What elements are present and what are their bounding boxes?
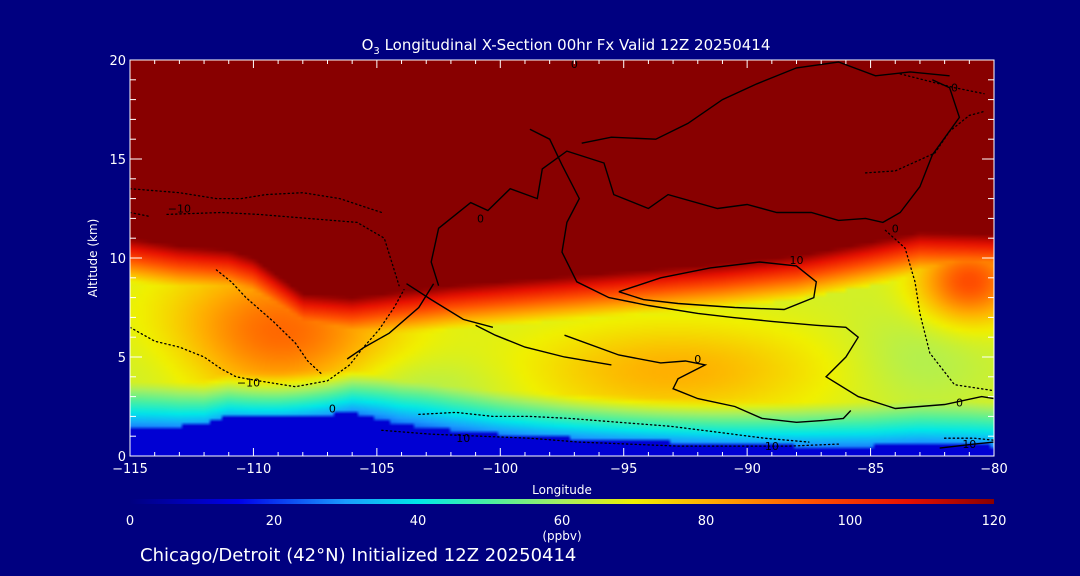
contour-label: 0 (956, 397, 963, 410)
x-tick-label: −80 (980, 462, 1007, 477)
contour-label: 0 (477, 212, 484, 225)
colorbar-ticks: 0 20 40 60 80 100 120 (126, 514, 1007, 529)
contour-lines (130, 61, 994, 449)
y-tick-label: 0 (118, 450, 126, 465)
contour-line (418, 411, 810, 443)
colorbar (130, 499, 994, 504)
contour-line (864, 110, 985, 174)
contour-line (406, 283, 494, 328)
ozone-heatmap-field (130, 60, 994, 456)
y-axis: 0 5 10 15 20 (109, 54, 994, 465)
colorbar-tick-label: 60 (554, 514, 571, 529)
contour-label: 10 (765, 440, 779, 453)
heatmap-plot-area: −10 −10 0 0 0 10 0 0 0 0 10 10 10 (130, 58, 994, 456)
x-tick-label: −100 (482, 462, 518, 477)
contour-line (618, 261, 818, 311)
y-tick-label: 10 (109, 252, 126, 267)
contour-line (215, 269, 324, 376)
chart-title: O3 Longitudinal X-Section 00hr Fx Valid … (362, 36, 771, 57)
x-tick-label: −85 (857, 462, 884, 477)
x-tick-label: −95 (610, 462, 637, 477)
contour-label: 0 (694, 353, 701, 366)
colorbar-tick-label: 80 (698, 514, 715, 529)
contour-line (346, 283, 435, 360)
colorbar-tick-label: 20 (266, 514, 283, 529)
contour-line (130, 188, 383, 214)
x-tick-label: −115 (112, 462, 148, 477)
contour-label: 10 (790, 254, 804, 267)
y-tick-label: 5 (118, 351, 126, 366)
y-axis-label: Altitude (km) (86, 219, 100, 298)
contour-label: 0 (892, 222, 899, 235)
contour-line (529, 128, 994, 410)
chart-title-o: O (362, 36, 374, 54)
contour-label: 10 (962, 438, 976, 451)
chart-title-text: Longitudinal X-Section 00hr Fx Valid 12Z… (380, 36, 771, 54)
colorbar-tick-label: 100 (838, 514, 863, 529)
contour-line (899, 73, 985, 95)
contour-line (130, 211, 151, 218)
contour-line (943, 437, 994, 441)
y-tick-label: 20 (109, 54, 126, 69)
footer-caption: Chicago/Detroit (42°N) Initialized 12Z 2… (140, 545, 576, 566)
x-tick-label: −110 (236, 462, 272, 477)
y-tick-label: 15 (109, 153, 126, 168)
x-tick-label: −105 (359, 462, 395, 477)
contour-line (430, 79, 961, 286)
contour-line (381, 429, 840, 447)
chart-title-subscript: 3 (373, 46, 379, 57)
colorbar-unit-label: (ppbv) (542, 529, 581, 543)
colorbar-tick-label: 0 (126, 514, 134, 529)
contour-line (939, 441, 994, 449)
contour-label: 0 (571, 58, 578, 71)
contour-label: 0 (329, 402, 336, 415)
colorbar-tick-label: 120 (982, 514, 1007, 529)
contour-labels: −10 −10 0 0 0 10 0 0 0 0 10 10 10 (168, 58, 977, 453)
contour-label: −10 (168, 203, 191, 216)
contour-label: 10 (456, 432, 470, 445)
x-axis: −115 −110 −105 −100 −95 −90 −85 −80 (112, 60, 1008, 477)
x-tick-label: −90 (733, 462, 760, 477)
colorbar-tick-label: 40 (410, 514, 427, 529)
contour-label: −10 (237, 377, 260, 390)
contour-line (581, 61, 950, 144)
x-axis-label: Longitude (532, 483, 592, 497)
contour-line (475, 324, 612, 366)
contour-line (564, 334, 852, 424)
contour-line (130, 289, 405, 388)
contour-line (166, 211, 400, 287)
contour-line (884, 229, 994, 392)
contour-label: 0 (951, 82, 958, 95)
